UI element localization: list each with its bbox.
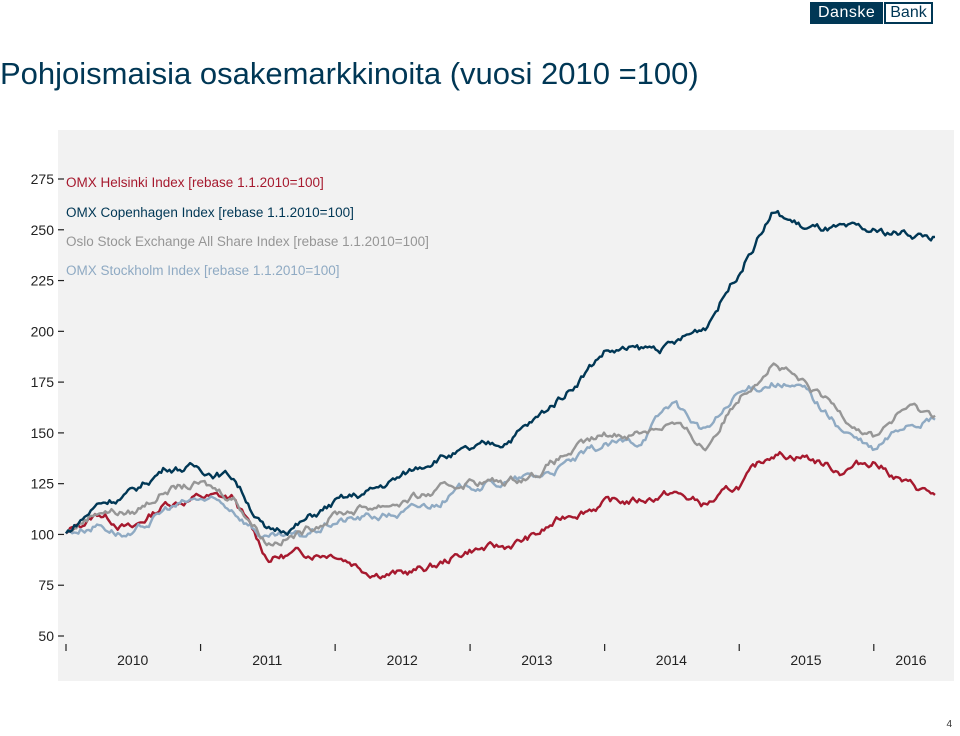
legend-entry-1: OMX Copenhagen Index [rebase 1.1.2010=10… (66, 205, 354, 220)
logo-bank: Bank (884, 2, 933, 24)
y-tick-label: 175 (31, 374, 55, 390)
danske-bank-logo: Danske Bank (810, 2, 933, 24)
chart-panel (58, 130, 954, 681)
legend-entry-3: OMX Stockholm Index [rebase 1.1.2010=100… (66, 263, 340, 278)
y-tick-label: 100 (31, 526, 55, 542)
y-tick-label: 50 (38, 628, 54, 644)
x-tick-label: 2015 (790, 652, 821, 668)
x-tick-label: 2012 (387, 652, 418, 668)
legend-entry-0: OMX Helsinki Index [rebase 1.1.2010=100] (66, 175, 324, 190)
series-lines (65, 209, 936, 580)
logo-danske: Danske (810, 2, 884, 24)
series-line-2 (65, 362, 936, 547)
x-tick-label: 2013 (521, 652, 552, 668)
series-line-3 (65, 382, 936, 539)
series-line-1 (65, 209, 936, 536)
series-line-0 (65, 451, 936, 580)
x-tick-label: 2016 (895, 652, 926, 668)
y-tick-label: 200 (31, 323, 55, 339)
y-tick-label: 125 (31, 476, 55, 492)
x-tick-label: 2010 (117, 652, 148, 668)
y-tick-label: 250 (31, 222, 55, 238)
y-tick-label: 150 (31, 425, 55, 441)
legend-entry-2: Oslo Stock Exchange All Share Index [reb… (66, 234, 429, 249)
x-tick-label: 2014 (656, 652, 687, 668)
legend: OMX Helsinki Index [rebase 1.1.2010=100]… (66, 175, 429, 278)
x-tick-label: 2011 (252, 652, 282, 668)
y-tick-label: 225 (31, 273, 55, 289)
page-title: Pohjoismaisia osakemarkkinoita (vuosi 20… (0, 56, 699, 91)
y-tick-label: 75 (38, 577, 54, 593)
page-number: 4 (946, 719, 952, 730)
x-axis: 2010 2011 2012 2013 2014 2015 2016 (65, 644, 927, 668)
y-tick-label: 275 (31, 171, 55, 187)
y-axis: 275 250 225 200 175 150 125 100 75 50 (31, 171, 64, 644)
